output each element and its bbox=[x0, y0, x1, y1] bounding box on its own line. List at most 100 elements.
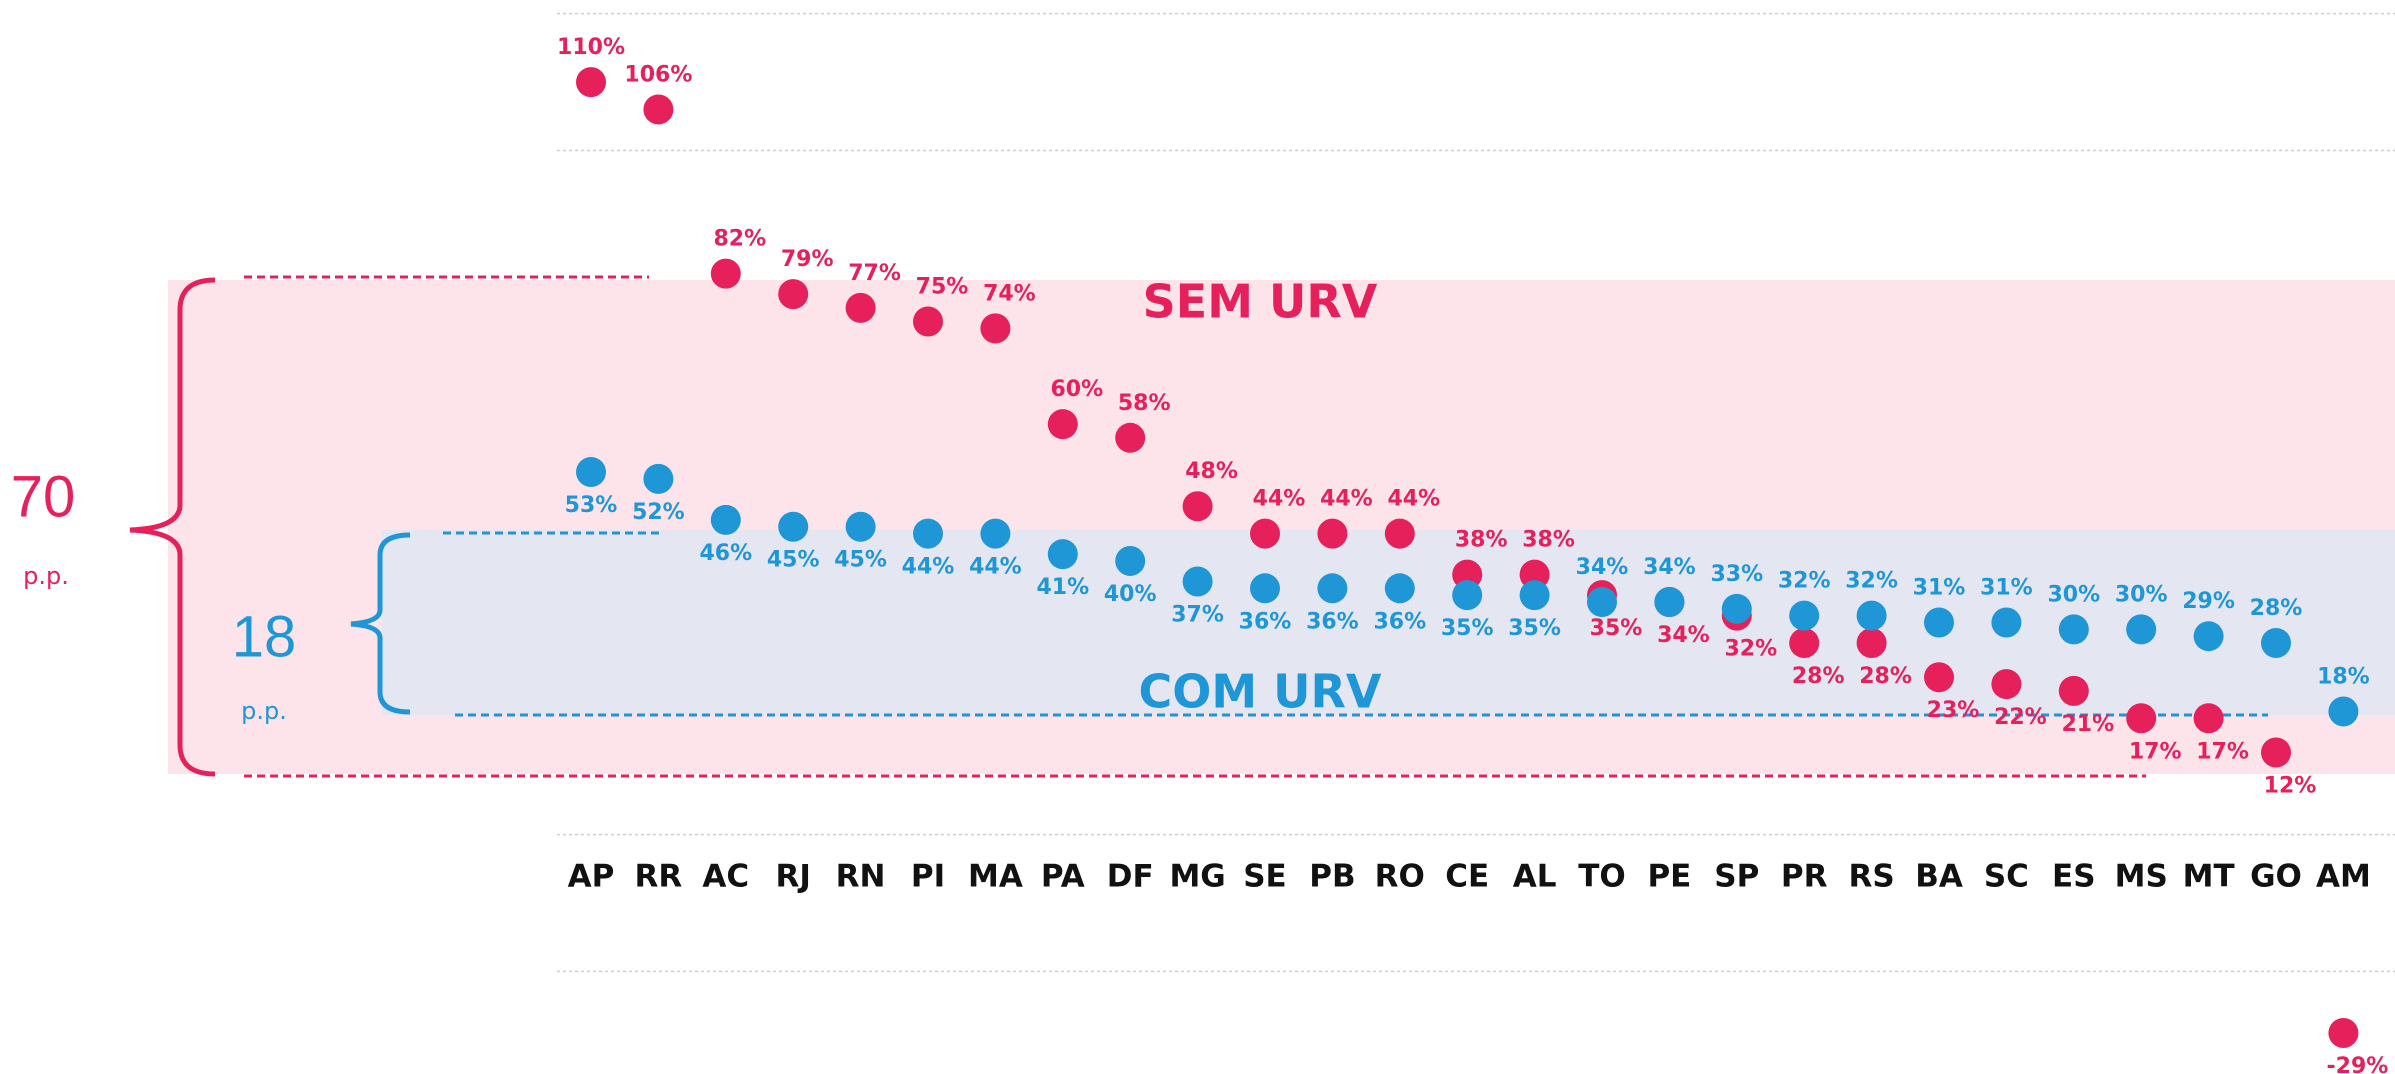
x-tick-label: ES bbox=[2052, 859, 2096, 895]
value-label: 48% bbox=[1185, 459, 1238, 484]
annotation: 18 bbox=[232, 604, 297, 669]
x-tick-label: TO bbox=[1578, 859, 1626, 895]
value-label: 28% bbox=[1792, 664, 1845, 689]
value-label: 58% bbox=[1118, 391, 1171, 416]
dot bbox=[1317, 518, 1348, 549]
x-tick-label: MA bbox=[968, 859, 1023, 895]
value-label: 17% bbox=[2196, 739, 2249, 764]
value-label: 41% bbox=[1036, 575, 1089, 600]
value-label: 74% bbox=[983, 281, 1036, 306]
dot bbox=[980, 313, 1011, 344]
value-label: 30% bbox=[2115, 582, 2168, 607]
annotation-unit: p.p. bbox=[241, 697, 287, 725]
x-tick-label: RS bbox=[1848, 859, 1894, 895]
value-label: 34% bbox=[1657, 623, 1710, 648]
dot bbox=[1452, 580, 1483, 611]
value-label: 34% bbox=[1576, 555, 1629, 580]
value-label: 32% bbox=[1724, 637, 1777, 662]
value-label: 46% bbox=[699, 541, 752, 566]
brace bbox=[350, 532, 411, 715]
x-tick-label: PR bbox=[1781, 859, 1828, 895]
dot bbox=[1384, 573, 1415, 604]
dot bbox=[1519, 580, 1550, 611]
dot bbox=[1991, 669, 2022, 700]
dot bbox=[1452, 559, 1483, 590]
brace bbox=[129, 277, 216, 777]
dot bbox=[1654, 586, 1685, 617]
dot bbox=[710, 258, 741, 289]
value-label: 28% bbox=[2250, 596, 2303, 621]
x-tick-label: BA bbox=[1915, 859, 1963, 895]
dot bbox=[1856, 600, 1887, 631]
legend-label: SEM URV bbox=[1143, 275, 1378, 329]
value-label: -29% bbox=[2327, 1054, 2389, 1074]
x-tick-label: RJ bbox=[775, 859, 810, 895]
value-label: 30% bbox=[2047, 582, 2100, 607]
value-label: 44% bbox=[902, 555, 955, 580]
x-tick-label: SE bbox=[1243, 859, 1287, 895]
dot bbox=[643, 94, 674, 125]
value-label: 17% bbox=[2129, 739, 2182, 764]
value-label: 60% bbox=[1050, 377, 1103, 402]
value-label: 40% bbox=[1104, 582, 1157, 607]
dot bbox=[2058, 614, 2089, 645]
dot bbox=[576, 67, 606, 98]
value-label: 31% bbox=[1980, 576, 2033, 601]
value-label: 79% bbox=[781, 247, 834, 272]
x-tick-label: AL bbox=[1513, 859, 1557, 895]
value-label: 34% bbox=[1643, 555, 1696, 580]
x-tick-label: DF bbox=[1107, 859, 1154, 895]
x-tick-label: MT bbox=[2183, 859, 2235, 895]
dot bbox=[845, 511, 876, 542]
dot bbox=[1115, 422, 1146, 453]
value-label: 28% bbox=[1859, 664, 1912, 689]
value-label: 35% bbox=[1590, 616, 1643, 641]
dot bbox=[778, 279, 809, 310]
x-tick-label: SC bbox=[1984, 859, 2029, 895]
value-label: 38% bbox=[1522, 528, 1575, 553]
value-label: 106% bbox=[624, 62, 692, 87]
x-tick-label: SP bbox=[1714, 859, 1759, 895]
x-tick-label: RR bbox=[635, 859, 683, 895]
dot bbox=[980, 518, 1011, 549]
dot bbox=[1789, 600, 1820, 631]
dot bbox=[1317, 573, 1348, 604]
dot bbox=[1250, 573, 1280, 604]
dot bbox=[1856, 628, 1887, 659]
annotation-unit: p.p. bbox=[23, 562, 69, 590]
value-label: 21% bbox=[2061, 712, 2114, 737]
dot bbox=[845, 292, 876, 323]
dot bbox=[778, 511, 809, 542]
value-label: 36% bbox=[1306, 609, 1359, 634]
dot bbox=[1721, 593, 1752, 624]
value-label: 44% bbox=[969, 555, 1022, 580]
dot bbox=[2261, 737, 2291, 768]
dot bbox=[1182, 491, 1213, 522]
dot bbox=[1047, 539, 1078, 570]
dot bbox=[1182, 566, 1213, 597]
dot bbox=[2261, 628, 2291, 659]
x-tick-label: RO bbox=[1375, 859, 1425, 895]
dot bbox=[1924, 607, 1954, 638]
dot bbox=[2193, 703, 2224, 734]
dot bbox=[913, 518, 943, 549]
value-label: 35% bbox=[1508, 616, 1561, 641]
value-label: 37% bbox=[1171, 602, 1224, 627]
dot bbox=[1991, 607, 2022, 638]
dot bbox=[1519, 559, 1550, 590]
value-label: 32% bbox=[1845, 569, 1898, 594]
value-label: 36% bbox=[1239, 609, 1292, 634]
dot bbox=[2328, 696, 2359, 727]
value-label: 33% bbox=[1710, 562, 1763, 587]
x-tick-label: PA bbox=[1041, 859, 1085, 895]
value-label: 52% bbox=[632, 500, 685, 525]
value-label: 18% bbox=[2317, 664, 2370, 689]
dot bbox=[576, 457, 606, 488]
dot bbox=[1587, 586, 1617, 617]
value-label: 45% bbox=[767, 548, 820, 573]
value-label: 110% bbox=[557, 35, 625, 60]
x-tick-label: CE bbox=[1445, 859, 1489, 895]
value-label: 31% bbox=[1913, 576, 1966, 601]
value-label: 38% bbox=[1455, 528, 1508, 553]
